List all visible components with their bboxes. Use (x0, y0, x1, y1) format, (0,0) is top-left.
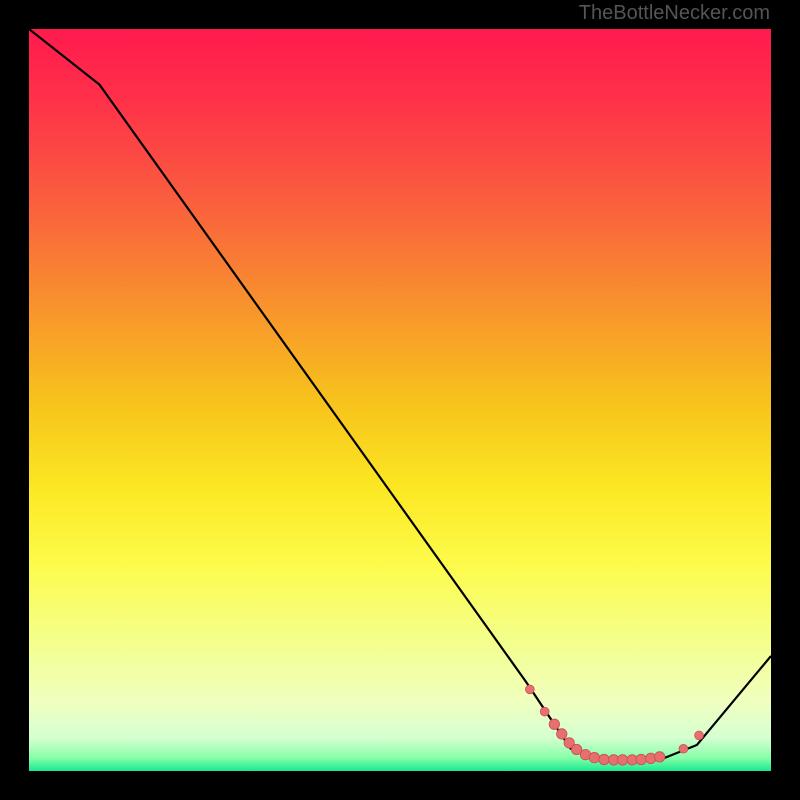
data-point (599, 754, 609, 764)
chart-svg (29, 29, 771, 771)
bottleneck-chart (29, 29, 771, 771)
data-point (549, 719, 559, 729)
data-point (525, 685, 534, 694)
data-point (695, 731, 704, 740)
data-point (679, 744, 688, 753)
attribution-text: TheBottleNecker.com (579, 2, 770, 25)
data-point (655, 752, 665, 762)
data-point (589, 752, 599, 762)
data-point (617, 755, 627, 765)
data-point (636, 754, 646, 764)
data-point (557, 729, 567, 739)
data-point (540, 707, 549, 716)
